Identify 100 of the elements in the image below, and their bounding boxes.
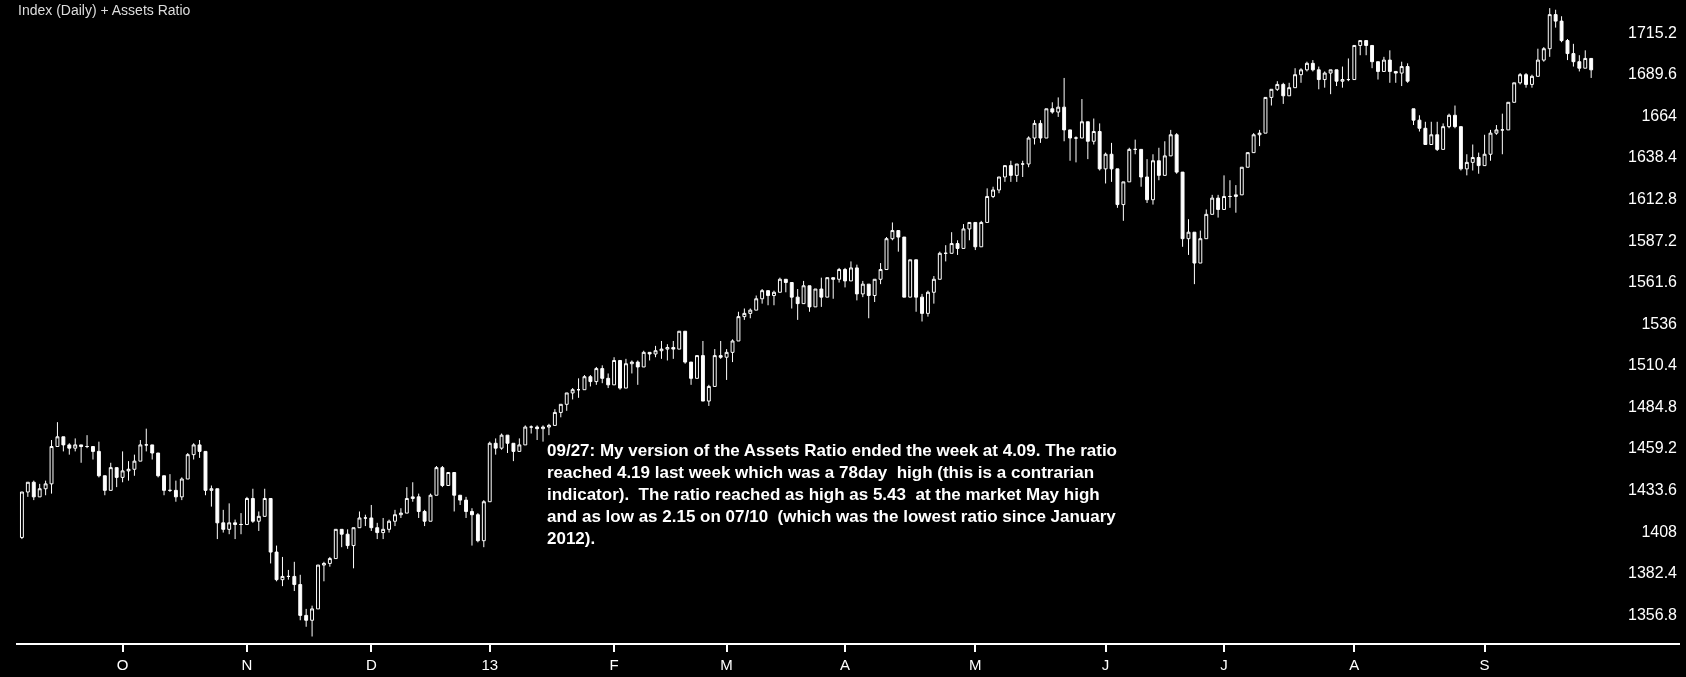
x-tick-label: M bbox=[720, 656, 733, 673]
candlestick bbox=[689, 361, 694, 386]
candlestick bbox=[144, 428, 149, 452]
candlestick bbox=[327, 556, 332, 568]
candlestick bbox=[712, 348, 717, 387]
x-tick-label: O bbox=[116, 656, 129, 673]
chart-title: Index (Daily) + Assets Ratio bbox=[18, 2, 191, 18]
candlestick bbox=[925, 290, 930, 318]
candlestick bbox=[1376, 61, 1380, 81]
candlestick bbox=[262, 488, 267, 517]
candlestick bbox=[1233, 184, 1238, 214]
candlestick bbox=[706, 384, 711, 407]
candlestick bbox=[1079, 98, 1084, 139]
y-tick-label: 1664 bbox=[1641, 106, 1678, 124]
candlestick bbox=[179, 476, 184, 501]
y-tick-label: 1484.8 bbox=[1628, 397, 1678, 415]
y-tick-label: 1689.6 bbox=[1628, 65, 1678, 83]
candlestick bbox=[1583, 49, 1588, 69]
candlestick bbox=[606, 372, 611, 389]
candlestick bbox=[458, 494, 463, 506]
candlestick bbox=[777, 277, 782, 293]
candlestick bbox=[1506, 101, 1511, 131]
candlestick bbox=[410, 481, 415, 503]
candlestick bbox=[1139, 148, 1144, 188]
candlestick bbox=[1210, 194, 1215, 215]
candlestick bbox=[316, 564, 320, 610]
candlestick bbox=[570, 387, 575, 400]
candlestick bbox=[629, 359, 634, 374]
candlestick bbox=[256, 510, 261, 532]
candlestick bbox=[1020, 160, 1025, 178]
x-tick-label: N bbox=[241, 656, 253, 673]
candlestick bbox=[304, 608, 309, 628]
candlestick bbox=[1168, 129, 1173, 157]
candlestick bbox=[1050, 101, 1055, 115]
candlestick bbox=[677, 330, 682, 350]
candlestick bbox=[446, 472, 451, 486]
candlestick bbox=[825, 277, 830, 298]
candlestick bbox=[1304, 61, 1309, 72]
candlestick bbox=[985, 187, 990, 223]
y-tick-label: 1715.2 bbox=[1628, 23, 1678, 41]
candlestick bbox=[914, 259, 919, 313]
candlestick bbox=[547, 423, 551, 436]
candlestick bbox=[1133, 139, 1138, 155]
candlestick bbox=[1162, 140, 1167, 176]
candlestick bbox=[600, 364, 605, 384]
candlestick bbox=[1387, 49, 1392, 84]
candlestick bbox=[1245, 152, 1250, 168]
candlestick bbox=[404, 486, 409, 514]
y-tick-label: 1356.8 bbox=[1628, 605, 1678, 623]
candlestick bbox=[783, 278, 788, 293]
x-tick-label: M bbox=[969, 656, 982, 673]
candlestick bbox=[618, 359, 622, 391]
candlestick bbox=[339, 528, 344, 548]
candlestick bbox=[1447, 113, 1451, 129]
candlestick bbox=[292, 561, 297, 592]
candlestick bbox=[333, 528, 338, 560]
candlestick bbox=[695, 355, 699, 379]
x-tick-label: S bbox=[1479, 656, 1490, 673]
y-tick-label: 1638.4 bbox=[1628, 148, 1678, 166]
candlestick bbox=[700, 340, 705, 402]
candlestick bbox=[1293, 67, 1298, 89]
candlestick bbox=[1127, 147, 1132, 183]
candlestick bbox=[860, 280, 865, 298]
candlestick bbox=[227, 502, 232, 535]
candlestick bbox=[481, 499, 486, 548]
candlestick bbox=[1281, 82, 1286, 105]
candlestick bbox=[1547, 7, 1552, 58]
candlestick bbox=[79, 444, 84, 464]
candlestick bbox=[843, 267, 847, 288]
candlestick bbox=[1399, 61, 1404, 87]
candlestick bbox=[1435, 121, 1440, 152]
candlestick bbox=[1381, 56, 1386, 72]
candlestick bbox=[19, 491, 24, 540]
y-tick-label: 1382.4 bbox=[1628, 564, 1678, 582]
candlestick bbox=[558, 403, 563, 418]
x-tick-label: A bbox=[1349, 656, 1360, 673]
candlestick bbox=[1085, 121, 1090, 160]
candlestick bbox=[375, 522, 380, 540]
candlestick bbox=[1518, 72, 1523, 85]
candlestick bbox=[1530, 74, 1534, 89]
candlestick bbox=[162, 475, 166, 496]
candlestick bbox=[1464, 153, 1469, 176]
candlestick bbox=[245, 496, 249, 525]
candlestick bbox=[1352, 44, 1357, 81]
candlestick bbox=[1310, 59, 1315, 72]
candlestick bbox=[1002, 165, 1007, 183]
candlestick bbox=[979, 220, 984, 248]
candlestick bbox=[931, 275, 936, 305]
candlestick bbox=[91, 446, 95, 461]
candlestick bbox=[73, 437, 78, 452]
candlestick bbox=[576, 377, 581, 399]
candlestick bbox=[1512, 82, 1517, 103]
candlestick bbox=[1091, 118, 1096, 146]
candlestick bbox=[1299, 67, 1303, 84]
y-tick-label: 1433.6 bbox=[1628, 480, 1678, 498]
candlestick bbox=[535, 424, 540, 441]
candlestick bbox=[37, 483, 42, 498]
candlestick bbox=[866, 283, 871, 319]
candlestick bbox=[25, 481, 30, 498]
candlestick bbox=[67, 442, 72, 456]
